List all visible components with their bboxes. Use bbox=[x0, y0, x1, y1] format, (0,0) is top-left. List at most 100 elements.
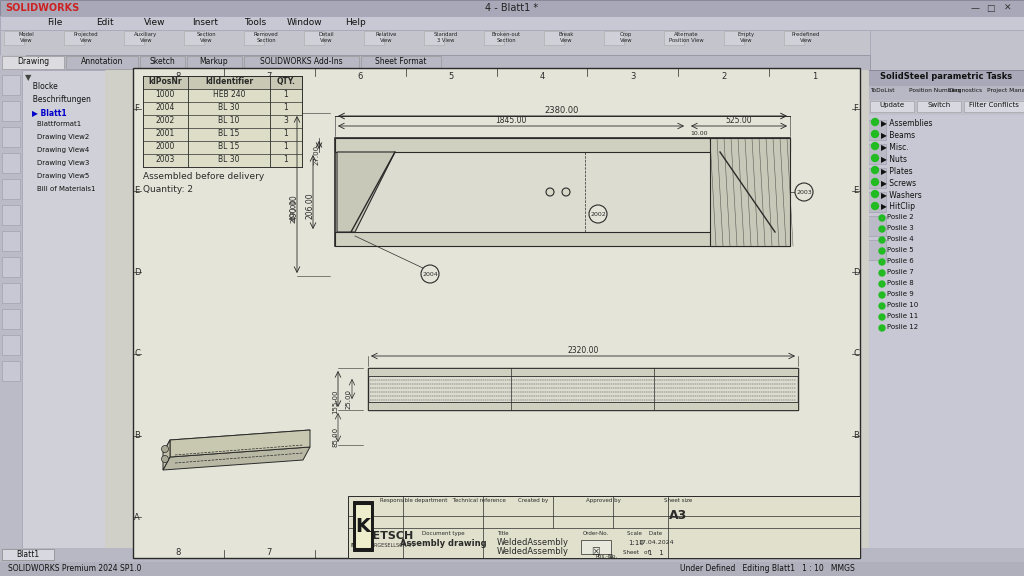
Circle shape bbox=[879, 325, 885, 331]
Text: BL 15: BL 15 bbox=[218, 142, 240, 151]
Text: Window: Window bbox=[287, 18, 323, 27]
Text: Poslie 11: Poslie 11 bbox=[887, 313, 919, 319]
Bar bbox=[0, 562, 1024, 576]
Text: Relative
View: Relative View bbox=[376, 32, 396, 43]
Text: 4 - Blatt1 *: 4 - Blatt1 * bbox=[485, 3, 539, 13]
Bar bbox=[133, 68, 860, 558]
Circle shape bbox=[879, 259, 885, 265]
Polygon shape bbox=[337, 152, 395, 232]
Text: 1: 1 bbox=[812, 72, 817, 81]
Bar bbox=[244, 31, 264, 45]
Bar bbox=[63, 31, 84, 45]
Text: Auxiliary
View: Auxiliary View bbox=[134, 32, 158, 43]
Bar bbox=[143, 128, 302, 141]
Text: 10.00: 10.00 bbox=[690, 131, 708, 136]
Text: ▶ Plates: ▶ Plates bbox=[881, 166, 912, 175]
Text: Standard
3 View: Standard 3 View bbox=[434, 32, 458, 43]
Text: 1:10: 1:10 bbox=[628, 540, 644, 546]
Text: Project Management: Project Management bbox=[987, 88, 1024, 93]
Bar bbox=[2, 257, 20, 277]
Bar bbox=[2, 231, 20, 251]
Text: Poslie 12: Poslie 12 bbox=[887, 324, 919, 330]
Bar bbox=[368, 368, 798, 376]
Circle shape bbox=[879, 248, 885, 254]
Text: SOLIDWORKS Add-Ins: SOLIDWORKS Add-Ins bbox=[260, 57, 342, 66]
Text: C: C bbox=[853, 349, 859, 358]
Circle shape bbox=[879, 281, 885, 287]
Bar bbox=[353, 501, 373, 551]
Text: Drawing View3: Drawing View3 bbox=[28, 160, 89, 166]
Bar bbox=[868, 70, 1024, 86]
Bar bbox=[2, 101, 20, 121]
Bar bbox=[424, 31, 444, 45]
Text: 8: 8 bbox=[176, 548, 181, 557]
Bar bbox=[0, 70, 105, 560]
Text: —: — bbox=[971, 4, 980, 13]
Text: 7: 7 bbox=[266, 72, 272, 81]
Text: ✕: ✕ bbox=[1005, 4, 1012, 13]
Circle shape bbox=[871, 179, 879, 185]
Text: ▶ Misc.: ▶ Misc. bbox=[881, 142, 908, 151]
Text: INGENIEURGESELLSCHAFT: INGENIEURGESELLSCHAFT bbox=[350, 543, 416, 548]
Text: ☒: ☒ bbox=[592, 547, 600, 557]
Circle shape bbox=[879, 303, 885, 309]
Bar bbox=[2, 179, 20, 199]
Text: Poslie 5: Poslie 5 bbox=[887, 247, 913, 253]
Text: 1: 1 bbox=[284, 155, 289, 164]
Bar bbox=[868, 240, 886, 260]
Text: Annotation: Annotation bbox=[81, 57, 123, 66]
Text: Empty
View: Empty View bbox=[737, 32, 755, 43]
Text: ▶ Blatt1: ▶ Blatt1 bbox=[32, 108, 67, 117]
Text: BL 10: BL 10 bbox=[218, 116, 240, 125]
Text: QTY.: QTY. bbox=[276, 77, 296, 86]
Text: Assembled before delivery: Assembled before delivery bbox=[143, 172, 264, 181]
Text: Title: Title bbox=[498, 531, 509, 536]
Bar bbox=[0, 70, 22, 560]
Bar bbox=[105, 70, 868, 555]
Bar bbox=[868, 168, 886, 188]
Bar bbox=[143, 76, 302, 89]
Text: 2004: 2004 bbox=[156, 103, 175, 112]
Text: ▶ HitClip: ▶ HitClip bbox=[881, 202, 915, 211]
Bar bbox=[710, 138, 790, 246]
Bar bbox=[604, 31, 624, 45]
Circle shape bbox=[879, 215, 885, 221]
Text: 2001: 2001 bbox=[156, 129, 175, 138]
Text: 155.00: 155.00 bbox=[332, 389, 338, 414]
Text: Approved by: Approved by bbox=[586, 498, 621, 503]
Text: Drawing View5: Drawing View5 bbox=[28, 173, 89, 179]
Text: Insert: Insert bbox=[193, 18, 218, 27]
Bar bbox=[140, 56, 185, 69]
Text: 8: 8 bbox=[176, 72, 181, 81]
Text: Drawing View2: Drawing View2 bbox=[28, 134, 89, 140]
Text: Document type: Document type bbox=[422, 531, 464, 536]
Text: HEB 240: HEB 240 bbox=[213, 90, 246, 99]
Bar bbox=[368, 402, 798, 410]
Text: Section
View: Section View bbox=[197, 32, 216, 43]
Text: Sheet Format: Sheet Format bbox=[375, 57, 427, 66]
Bar bbox=[868, 86, 1024, 100]
Text: 7: 7 bbox=[266, 548, 272, 557]
Bar bbox=[868, 144, 886, 164]
Text: Scale    Date: Scale Date bbox=[628, 531, 663, 536]
Bar bbox=[664, 31, 684, 45]
Polygon shape bbox=[170, 430, 310, 457]
Text: 2004: 2004 bbox=[422, 271, 438, 276]
Text: D: D bbox=[853, 268, 859, 276]
Text: Projected
View: Projected View bbox=[74, 32, 98, 43]
Text: KLIETSCH: KLIETSCH bbox=[353, 531, 413, 541]
Bar bbox=[124, 31, 144, 45]
Text: E: E bbox=[134, 186, 139, 195]
Text: Detail
View: Detail View bbox=[318, 32, 334, 43]
Bar bbox=[0, 548, 1024, 562]
Text: Markup: Markup bbox=[200, 57, 228, 66]
Text: ▶ Assemblies: ▶ Assemblies bbox=[881, 118, 933, 127]
Text: SOLIDWORKS: SOLIDWORKS bbox=[5, 3, 79, 13]
Text: WeldedAssembly: WeldedAssembly bbox=[497, 538, 569, 547]
Bar bbox=[870, 101, 914, 112]
Text: WeldedAssembly: WeldedAssembly bbox=[497, 547, 569, 556]
Text: ToDoList: ToDoList bbox=[870, 88, 895, 93]
Bar bbox=[143, 115, 302, 128]
Text: Model
View: Model View bbox=[18, 32, 34, 43]
Text: Poslie 3: Poslie 3 bbox=[887, 225, 913, 231]
